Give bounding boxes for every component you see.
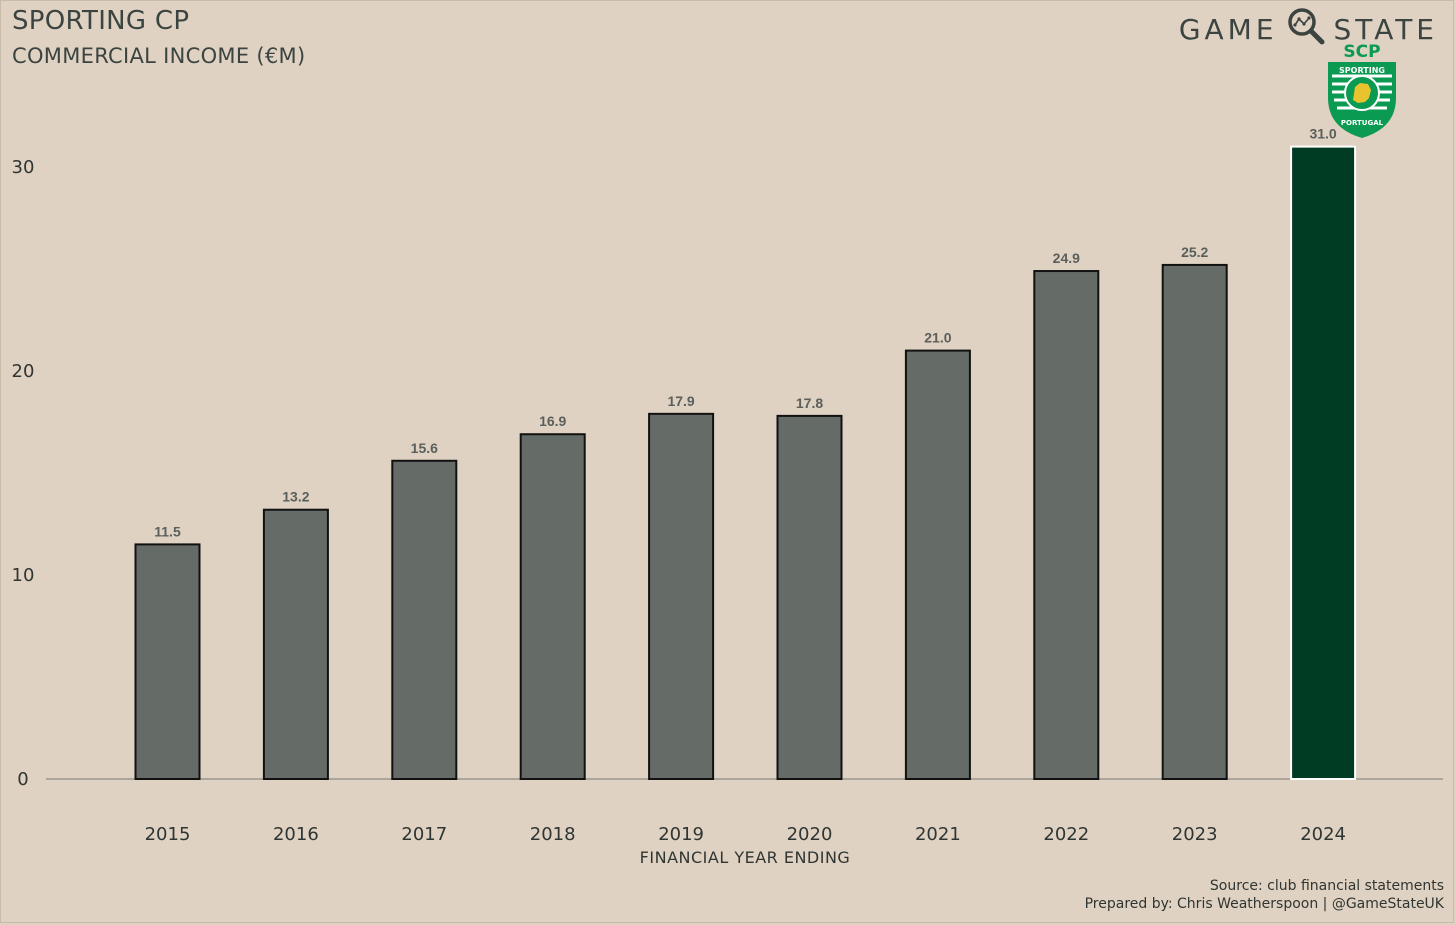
bar-2020: [776, 414, 843, 780]
x-tick-2017: 2017: [401, 824, 447, 845]
y-tick-label: 0: [17, 769, 28, 790]
x-tick-2020: 2020: [787, 824, 833, 845]
crest-scp-text: SCP: [1343, 42, 1380, 62]
source-note: Source: club financial statements Prepar…: [1085, 877, 1444, 913]
bar-2016: [262, 508, 329, 780]
bar-2019: [648, 412, 715, 780]
bar-2017: [391, 459, 458, 780]
data-label-2024: 31.0: [1309, 126, 1336, 142]
x-tick-2023: 2023: [1172, 824, 1218, 845]
x-tick-2019: 2019: [658, 824, 704, 845]
data-label-2016: 13.2: [282, 489, 309, 505]
sporting-cp-crest-icon: SCP SPORTING PORTUGAL: [1322, 40, 1402, 144]
source-text: Source: club financial statements: [1209, 878, 1444, 894]
data-label-2023: 25.2: [1181, 244, 1208, 260]
x-axis-ticks: 2015 2016 2017 2018 2019 2020 2021 2022 2023 2024: [145, 824, 1346, 845]
chart-title: SPORTING CP: [12, 6, 190, 36]
y-axis-ticks: 0 10 20 30: [12, 157, 35, 790]
magnifier-icon: [1286, 6, 1326, 53]
brand-right-text: STATE: [1333, 13, 1438, 46]
x-tick-2015: 2015: [145, 824, 191, 845]
bars: [134, 145, 1357, 781]
x-tick-2022: 2022: [1043, 824, 1089, 845]
y-tick-label: 30: [12, 157, 35, 178]
x-axis-title: FINANCIAL YEAR ENDING: [640, 848, 851, 867]
bar-2024: [1290, 145, 1357, 781]
bar-2022: [1033, 270, 1100, 780]
data-label-2022: 24.9: [1053, 250, 1080, 266]
bar-2015: [134, 543, 201, 781]
chart-subtitle: COMMERCIAL INCOME (€M): [12, 44, 306, 68]
data-label-2019: 17.9: [667, 393, 694, 409]
x-tick-2021: 2021: [915, 824, 961, 845]
x-tick-2024: 2024: [1300, 824, 1346, 845]
crest-ring-top-text: SPORTING: [1339, 66, 1385, 75]
crest-ring-bottom-text: PORTUGAL: [1341, 119, 1384, 127]
data-label-2020: 17.8: [796, 395, 823, 411]
data-label-2015: 11.5: [154, 523, 181, 539]
bar-2023: [1161, 263, 1228, 781]
brand-left-text: GAME: [1178, 13, 1278, 46]
game-state-logo: GAME STATE: [1179, 6, 1438, 53]
data-labels: 11.5 13.2 15.6 16.9 17.9 17.8 21.0 24.9 25.2 31.0: [154, 126, 1337, 540]
data-label-2017: 15.6: [411, 440, 438, 456]
data-label-2018: 16.9: [539, 413, 566, 429]
x-tick-2018: 2018: [530, 824, 576, 845]
bar-2021: [904, 349, 971, 780]
y-tick-label: 20: [12, 361, 35, 382]
data-label-2021: 21.0: [924, 330, 951, 346]
y-tick-label: 10: [12, 565, 35, 586]
credit-text: Prepared by: Chris Weatherspoon | @GameS…: [1084, 896, 1444, 912]
x-tick-2016: 2016: [273, 824, 319, 845]
bar-2018: [519, 433, 586, 780]
